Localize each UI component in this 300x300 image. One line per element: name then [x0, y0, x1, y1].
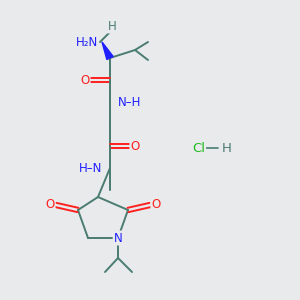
- Text: O: O: [130, 140, 140, 152]
- Text: O: O: [45, 197, 55, 211]
- Text: H–N: H–N: [79, 161, 102, 175]
- Text: N–H: N–H: [118, 95, 141, 109]
- Text: H: H: [108, 20, 116, 32]
- Text: O: O: [80, 74, 90, 86]
- Text: N: N: [114, 232, 122, 244]
- Text: Cl: Cl: [192, 142, 205, 154]
- Text: H: H: [222, 142, 232, 154]
- Text: O: O: [152, 197, 160, 211]
- Text: H₂N: H₂N: [76, 35, 98, 49]
- Polygon shape: [102, 42, 113, 60]
